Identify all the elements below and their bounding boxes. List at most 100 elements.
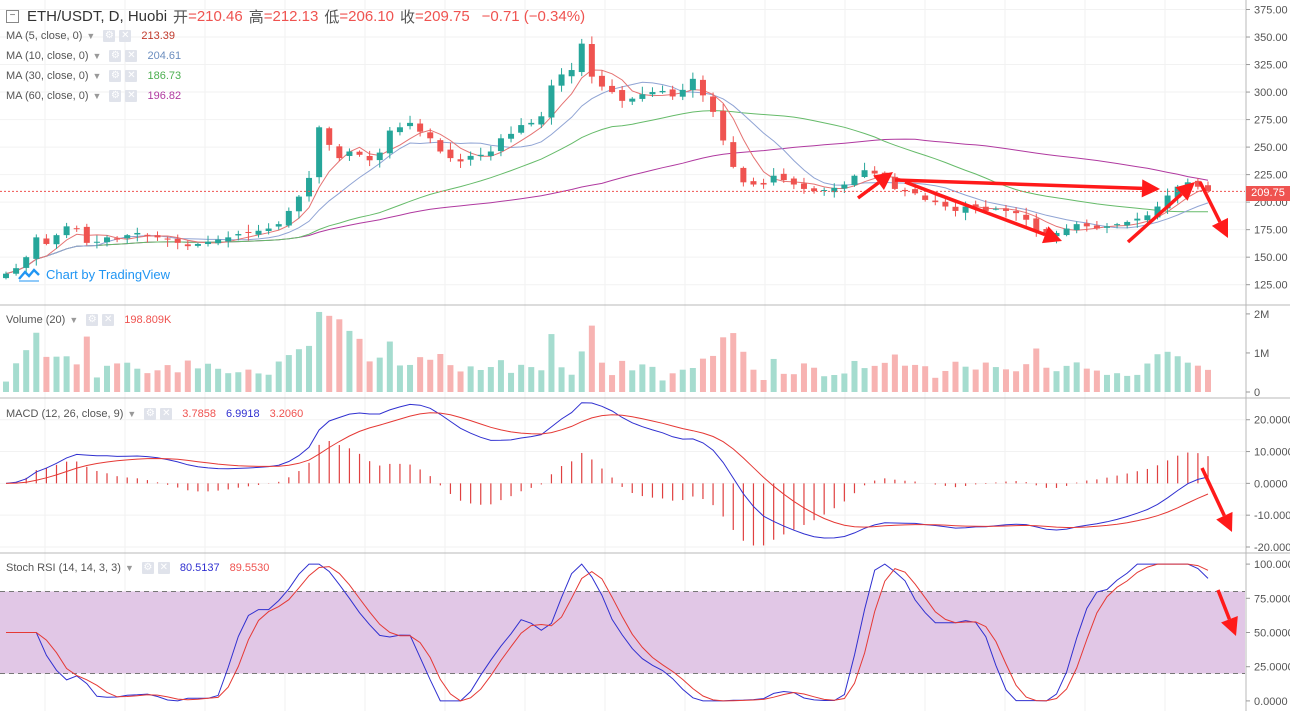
close-icon[interactable]: ✕	[157, 562, 170, 574]
macd-axis-label: -10.0000	[1254, 510, 1290, 522]
settings-icon[interactable]: ⚙	[103, 30, 116, 42]
candle-body	[487, 151, 494, 156]
settings-icon[interactable]: ⚙	[109, 70, 122, 82]
candle-body	[609, 85, 616, 93]
price-axis-label: 225.00	[1254, 170, 1288, 182]
candle-body	[710, 96, 717, 112]
ma5-legend[interactable]: MA (5, close, 0) ▼ ⚙ ✕ 213.39	[6, 30, 175, 42]
ma30-line	[5, 110, 1208, 275]
volume-bar	[1083, 368, 1090, 392]
ma5-name: MA (5, close, 0)	[6, 30, 83, 42]
volume-bar	[689, 368, 696, 392]
volume-bar	[1154, 354, 1161, 392]
candle-body	[53, 235, 60, 245]
volume-bar	[1174, 356, 1181, 392]
candle-body	[932, 200, 939, 203]
annotation-arrow-head	[873, 172, 893, 190]
candle-body	[861, 170, 868, 177]
candle-body	[831, 187, 838, 193]
settings-icon[interactable]: ⚙	[144, 408, 157, 420]
chevron-down-icon[interactable]: ▼	[124, 563, 134, 573]
volume-bar	[881, 362, 888, 392]
candle-body	[598, 75, 605, 87]
volume-bar	[851, 360, 858, 392]
volume-bar	[841, 373, 848, 392]
volume-bar	[427, 359, 434, 392]
chevron-down-icon[interactable]: ▼	[127, 409, 137, 419]
candle-body	[811, 188, 818, 192]
candle-body	[1114, 224, 1121, 226]
candle-body	[43, 238, 50, 244]
volume-bar	[932, 377, 939, 392]
volume-bar	[336, 319, 343, 392]
chevron-down-icon[interactable]: ▼	[69, 315, 79, 325]
settings-icon[interactable]: ⚙	[109, 90, 122, 102]
chevron-down-icon[interactable]: ▼	[92, 71, 102, 81]
close-icon[interactable]: ✕	[125, 90, 138, 102]
stoch-k-value: 80.5137	[179, 562, 220, 574]
price-axis-label: 300.00	[1254, 87, 1288, 99]
volume-bar	[477, 369, 484, 392]
symbol-title[interactable]: ETH/USDT, D, Huobi	[27, 8, 168, 25]
volume-bar	[1043, 367, 1050, 392]
close-icon[interactable]: ✕	[119, 30, 132, 42]
ma10-legend[interactable]: MA (10, close, 0) ▼ ⚙ ✕ 204.61	[6, 50, 181, 62]
close-icon[interactable]: ✕	[125, 70, 138, 82]
candle-body	[13, 268, 20, 274]
candle-body	[780, 173, 787, 181]
candle-body	[386, 130, 393, 154]
volume-bar	[891, 354, 898, 392]
candle-body	[1073, 224, 1080, 231]
volume-bar	[619, 360, 626, 392]
close-label: 收	[400, 9, 416, 26]
candle-body	[972, 204, 979, 207]
close-icon[interactable]: ✕	[102, 314, 115, 326]
ma10-line	[5, 81, 1209, 275]
volume-bar	[548, 334, 555, 392]
stoch-legend[interactable]: Stoch RSI (14, 14, 3, 3) ▼ ⚙ ✕ 80.5137 89.…	[6, 562, 269, 574]
candle-body	[730, 142, 737, 167]
candle-body	[518, 125, 525, 133]
settings-icon[interactable]: ⚙	[86, 314, 99, 326]
ma60-legend[interactable]: MA (60, close, 0) ▼ ⚙ ✕ 196.82	[6, 90, 181, 102]
volume-bar	[23, 350, 30, 392]
macd-legend[interactable]: MACD (12, 26, close, 9) ▼ ⚙ ✕ 3.7858 6.991…	[6, 408, 303, 420]
settings-icon[interactable]: ⚙	[141, 562, 154, 574]
volume-bar	[93, 377, 100, 392]
volume-legend[interactable]: Volume (20) ▼ ⚙ ✕ 198.809K	[6, 314, 171, 326]
ma60-line	[5, 138, 1209, 275]
collapse-icon[interactable]: −	[6, 10, 19, 23]
volume-bar	[952, 361, 959, 392]
candle-body	[467, 155, 474, 160]
chevron-down-icon[interactable]: ▼	[92, 91, 102, 101]
candle-body	[750, 181, 757, 185]
volume-bar	[1144, 363, 1151, 392]
symbol-header: − ETH/USDT, D, Huobi 开 =210.46 高 =212.13 低…	[6, 6, 585, 27]
volume-bar	[578, 351, 585, 392]
volume-bar	[639, 364, 646, 392]
macd-line-value: 6.9918	[225, 408, 260, 420]
chevron-down-icon[interactable]: ▼	[86, 31, 96, 41]
candle-body	[1053, 232, 1060, 237]
volume-bar	[73, 364, 80, 392]
volume-bar	[53, 356, 60, 392]
ma30-legend[interactable]: MA (30, close, 0) ▼ ⚙ ✕ 186.73	[6, 70, 181, 82]
annotation-arrow-shaft	[1198, 181, 1222, 223]
volume-bar	[912, 364, 919, 392]
candle-body	[154, 235, 161, 238]
candle-body	[558, 74, 565, 86]
settings-icon[interactable]: ⚙	[109, 50, 122, 62]
chevron-down-icon[interactable]: ▼	[92, 51, 102, 61]
close-icon[interactable]: ✕	[160, 408, 173, 420]
close-icon[interactable]: ✕	[125, 50, 138, 62]
volume-axis-label: 0	[1254, 387, 1260, 399]
candle-body	[265, 228, 272, 231]
candle-body	[1144, 215, 1151, 221]
volume-bar	[295, 349, 302, 392]
volume-bar	[800, 363, 807, 392]
volume-bar	[568, 374, 575, 392]
candle-body	[508, 133, 515, 139]
ma30-value: 186.73	[147, 70, 182, 82]
tradingview-watermark[interactable]: Chart by TradingView	[18, 266, 170, 282]
